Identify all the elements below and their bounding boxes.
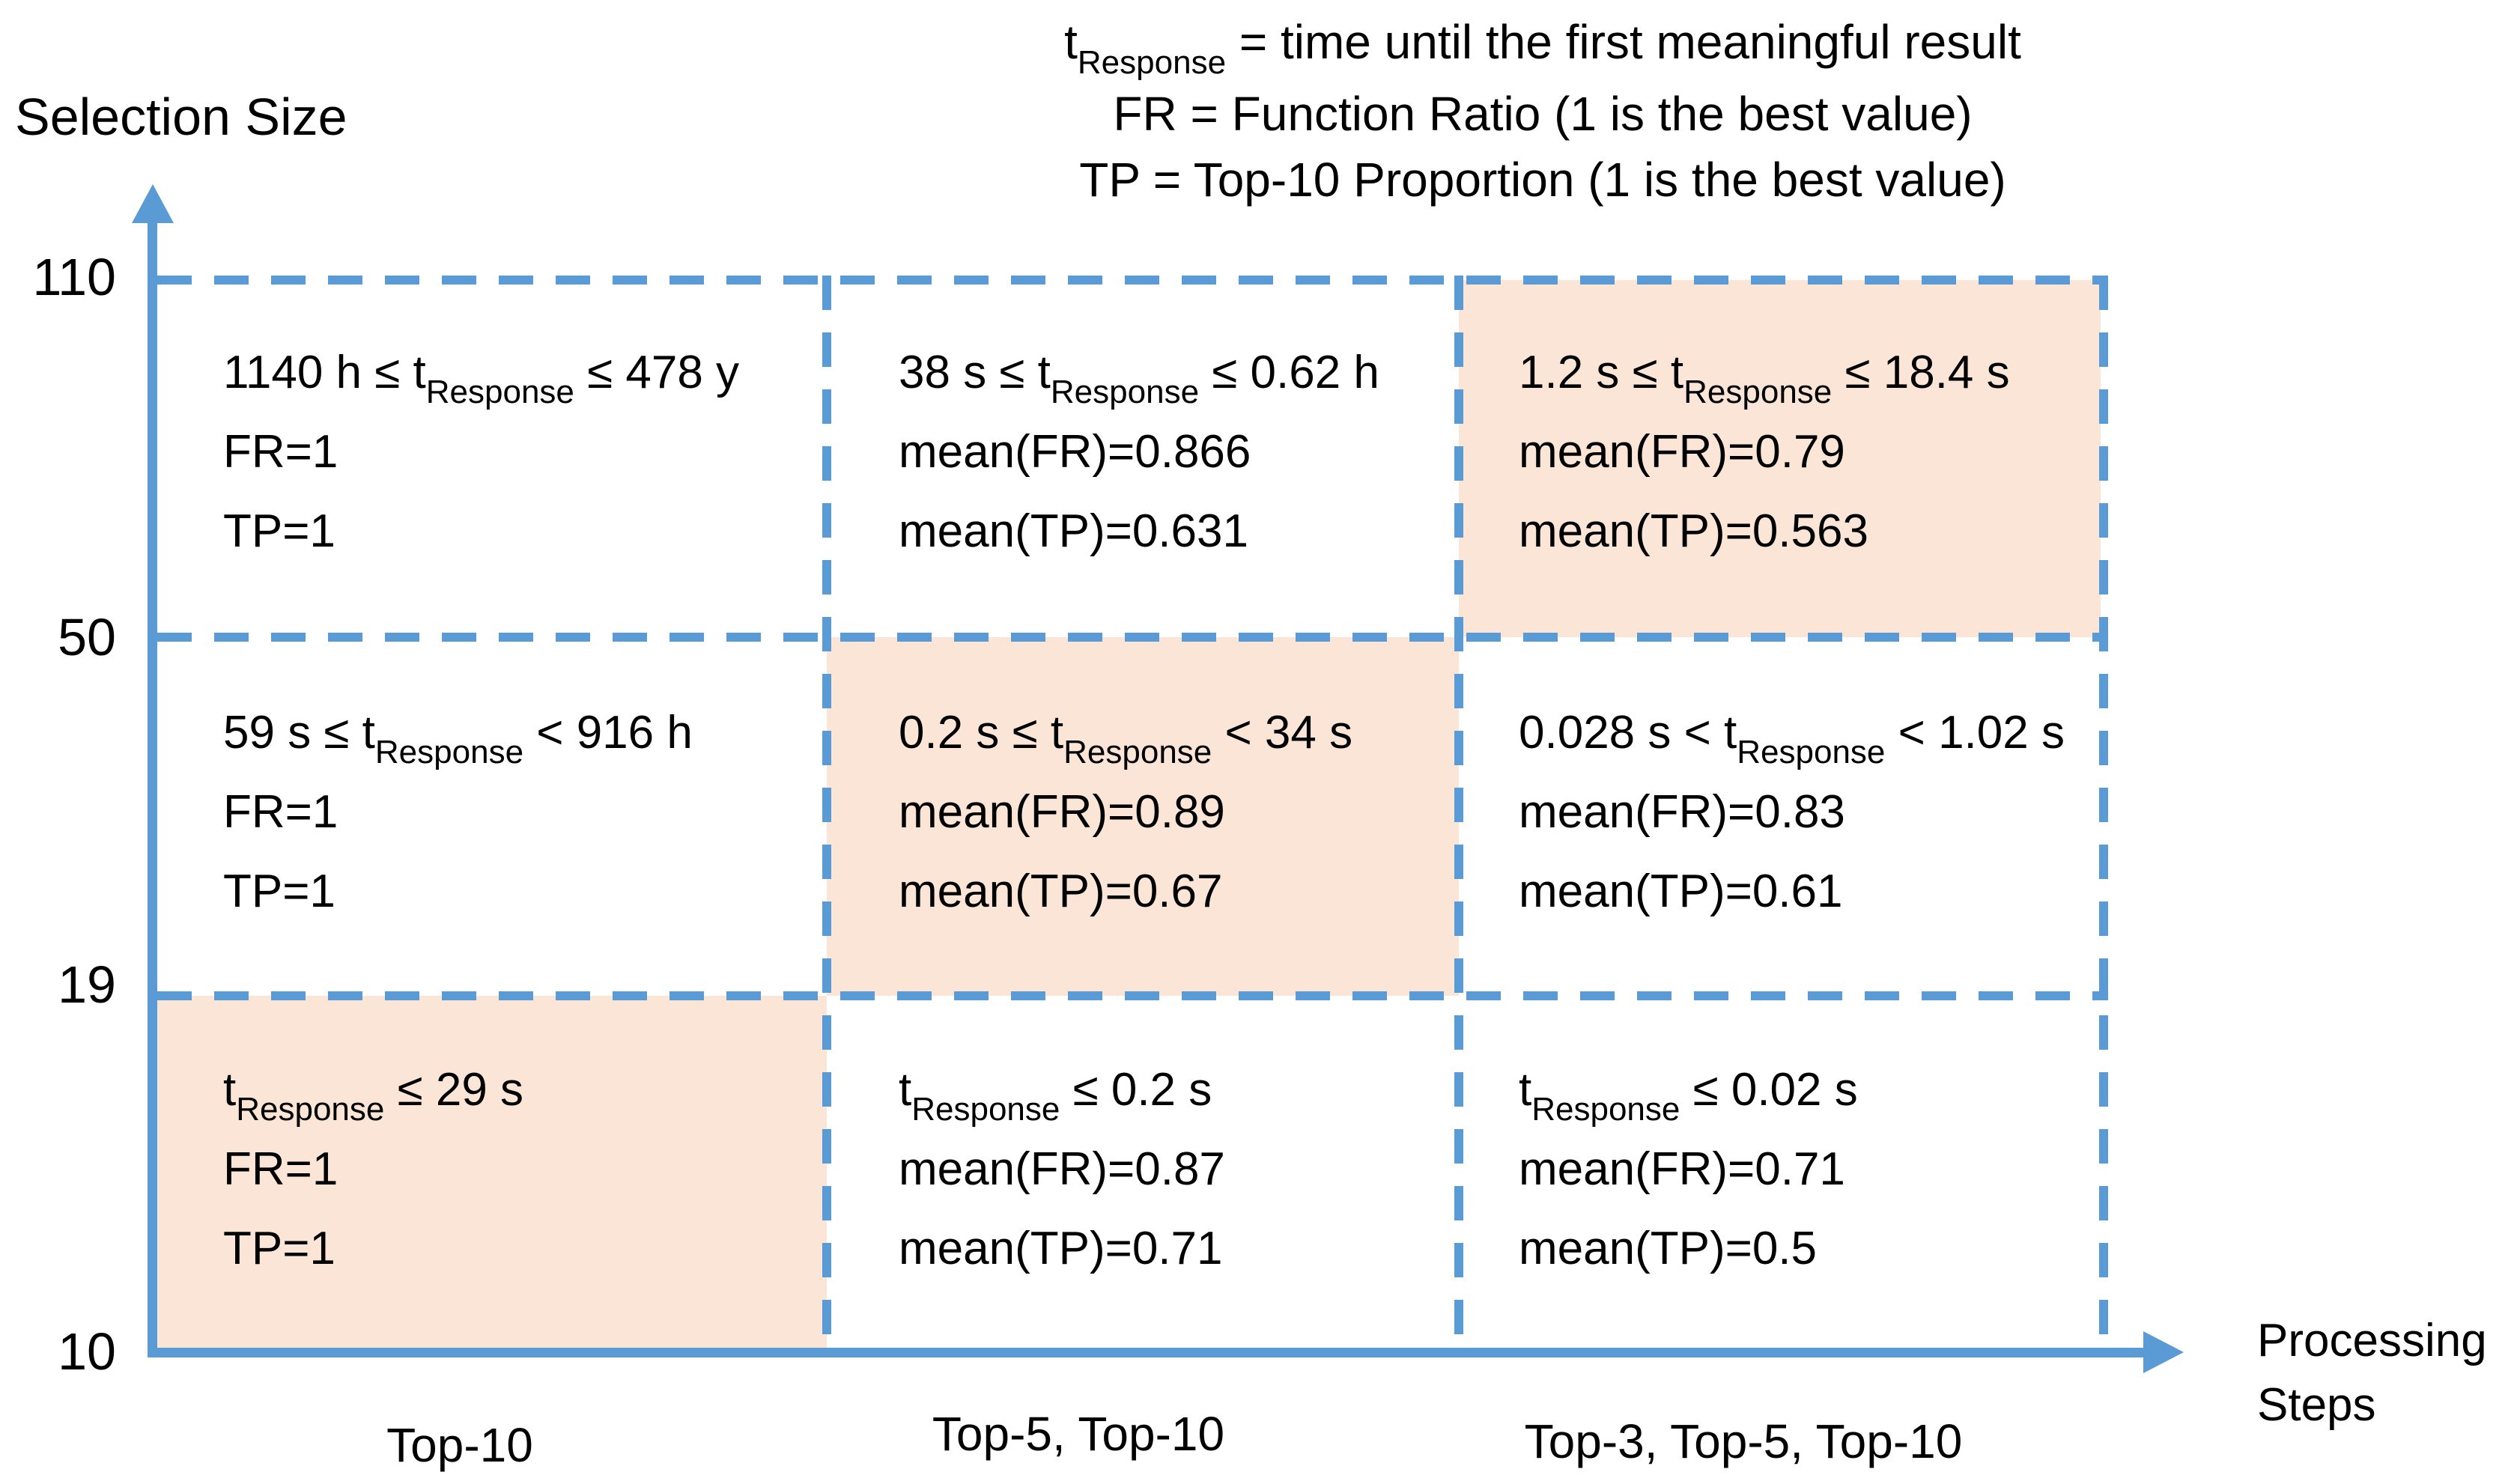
t-pre: 0.2 s ≤ t xyxy=(899,707,1064,758)
cell-row1-col1-tresponse: 1140 h ≤ tResponse ≤ 478 y xyxy=(223,333,739,413)
cell-row3-col1: tResponse ≤ 29 s FR=1 TP=1 xyxy=(223,1050,523,1289)
t-post: < 916 h xyxy=(523,707,693,758)
y-tick-label-19: 19 xyxy=(58,955,116,1014)
t-response-subscript: Response xyxy=(236,1091,385,1128)
t-post: ≤ 18.4 s xyxy=(1832,347,2010,398)
x-category-top10: Top-10 xyxy=(386,1418,533,1472)
x-category-top5-top10: Top-5, Top-10 xyxy=(932,1407,1225,1461)
legend-line-fr: FR = Function Ratio (1 is the best value… xyxy=(1113,87,1973,141)
t-pre: 59 s ≤ t xyxy=(223,707,375,758)
t-pre: t xyxy=(223,1064,237,1116)
t-response-subscript: Response xyxy=(1737,734,1886,770)
cell-row2-col1-fr: FR=1 xyxy=(223,786,338,838)
y-tick-label-50: 50 xyxy=(58,608,116,666)
grid-line-vertical-col2 xyxy=(1454,276,1463,1348)
cell-row3-col1-tp: TP=1 xyxy=(223,1223,335,1274)
cell-row2-col3: 0.028 s < tResponse < 1.02 s mean(FR)=0.… xyxy=(1519,693,2065,931)
cell-row2-col3-tp: mean(TP)=0.61 xyxy=(1519,866,1843,917)
y-tick-label-110: 110 xyxy=(32,248,116,306)
grid-line-vertical-right-border xyxy=(2099,276,2108,1348)
t-pre: 1140 h ≤ t xyxy=(223,347,426,398)
legend-t-definition: = time until the first meaningful result xyxy=(1226,15,2021,69)
y-tick-mark-50 xyxy=(153,633,187,642)
cell-row1-col2-tp: mean(TP)=0.631 xyxy=(899,505,1248,557)
cell-row3-col2-tp: mean(TP)=0.71 xyxy=(899,1223,1223,1274)
t-response-subscript: Response xyxy=(425,374,574,410)
cell-row2-col2-tp: mean(TP)=0.67 xyxy=(899,866,1223,917)
t-post: ≤ 0.02 s xyxy=(1680,1064,1858,1116)
cell-row1-col2-fr: mean(FR)=0.866 xyxy=(899,426,1251,478)
legend: tResponse = time until the first meaning… xyxy=(981,9,2104,213)
cell-row1-col1-fr: FR=1 xyxy=(223,426,338,478)
x-axis-title-line1: Processing xyxy=(2257,1315,2487,1366)
y-axis-arrow-up-icon xyxy=(132,184,174,223)
y-tick-mark-19 xyxy=(153,991,187,1000)
grid-line-horizontal-110 xyxy=(157,276,2108,285)
t-pre: 0.028 s < t xyxy=(1519,707,1737,758)
cell-row3-col1-tresponse: tResponse ≤ 29 s xyxy=(223,1050,523,1130)
legend-t-symbol: t xyxy=(1064,15,1078,69)
t-pre: 1.2 s ≤ t xyxy=(1519,347,1684,398)
cell-row1-col3-tresponse: 1.2 s ≤ tResponse ≤ 18.4 s xyxy=(1519,333,2010,413)
t-response-subscript: Response xyxy=(911,1091,1060,1128)
cell-row2-col1-tresponse: 59 s ≤ tResponse < 916 h xyxy=(223,693,693,773)
t-post: ≤ 0.2 s xyxy=(1060,1064,1212,1116)
cell-row2-col2-tresponse: 0.2 s ≤ tResponse < 34 s xyxy=(899,693,1352,773)
cell-row1-col3-tp: mean(TP)=0.563 xyxy=(1519,505,1868,557)
y-axis-line xyxy=(148,219,157,1357)
t-response-subscript: Response xyxy=(374,734,524,770)
cell-row1-col1: 1140 h ≤ tResponse ≤ 478 y FR=1 TP=1 xyxy=(223,333,739,571)
t-pre: t xyxy=(1519,1064,1532,1116)
cell-row1-col2-tresponse: 38 s ≤ tResponse ≤ 0.62 h xyxy=(899,333,1379,413)
t-post: ≤ 478 y xyxy=(574,347,740,398)
highlight-cell-row3-col1 xyxy=(157,996,827,1348)
cell-row2-col2-fr: mean(FR)=0.89 xyxy=(899,786,1225,838)
y-axis-title: Selection Size xyxy=(15,88,347,146)
cell-row1-col2: 38 s ≤ tResponse ≤ 0.62 h mean(FR)=0.866… xyxy=(899,333,1379,571)
cell-row3-col3-fr: mean(FR)=0.71 xyxy=(1519,1143,1845,1195)
cell-row3-col2: tResponse ≤ 0.2 s mean(FR)=0.87 mean(TP)… xyxy=(899,1050,1225,1289)
t-post: ≤ 29 s xyxy=(384,1064,524,1116)
cell-row2-col2: 0.2 s ≤ tResponse < 34 s mean(FR)=0.89 m… xyxy=(899,693,1352,931)
cell-row1-col3-fr: mean(FR)=0.79 xyxy=(1519,426,1845,478)
y-tick-mark-110 xyxy=(153,276,187,285)
grid-line-horizontal-19 xyxy=(157,991,2108,1000)
t-pre: 38 s ≤ t xyxy=(899,347,1051,398)
x-axis-line xyxy=(148,1348,2145,1357)
grid-line-vertical-col1 xyxy=(822,276,831,1348)
y-tick-label-10: 10 xyxy=(58,1322,116,1381)
t-response-subscript: Response xyxy=(1050,374,1200,410)
t-response-subscript: Response xyxy=(1531,1091,1680,1128)
t-response-subscript: Response xyxy=(1063,734,1212,770)
cell-row3-col3-tp: mean(TP)=0.5 xyxy=(1519,1223,1818,1274)
t-post: < 34 s xyxy=(1212,707,1353,758)
cell-row3-col2-tresponse: tResponse ≤ 0.2 s xyxy=(899,1050,1225,1130)
x-axis-title-line2: Steps xyxy=(2257,1379,2376,1431)
t-post: ≤ 0.62 h xyxy=(1199,347,1379,398)
cell-row2-col1-tp: TP=1 xyxy=(223,866,335,917)
cell-row3-col3: tResponse ≤ 0.02 s mean(FR)=0.71 mean(TP… xyxy=(1519,1050,1858,1289)
highlight-cell-row1-col3 xyxy=(1459,280,2101,637)
cell-row3-col2-fr: mean(FR)=0.87 xyxy=(899,1143,1225,1195)
t-pre: t xyxy=(899,1064,912,1116)
cell-row2-col3-tresponse: 0.028 s < tResponse < 1.02 s xyxy=(1519,693,2065,773)
cell-row3-col3-tresponse: tResponse ≤ 0.02 s xyxy=(1519,1050,1858,1130)
legend-line-tp: TP = Top-10 Proportion (1 is the best va… xyxy=(1079,153,2006,207)
cell-row2-col3-fr: mean(FR)=0.83 xyxy=(1519,786,1845,838)
cell-row2-col1: 59 s ≤ tResponse < 916 h FR=1 TP=1 xyxy=(223,693,693,931)
x-axis-title: Processing Steps xyxy=(2257,1309,2487,1438)
cell-row1-col1-tp: TP=1 xyxy=(223,505,335,557)
x-axis-arrow-right-icon xyxy=(2143,1331,2184,1373)
grid-line-horizontal-50 xyxy=(157,633,2108,642)
cell-row3-col1-fr: FR=1 xyxy=(223,1143,338,1195)
legend-t-response-subscript: Response xyxy=(1077,44,1227,81)
cell-row1-col3: 1.2 s ≤ tResponse ≤ 18.4 s mean(FR)=0.79… xyxy=(1519,333,2010,571)
legend-line-t-response: tResponse = time until the first meaning… xyxy=(981,9,2104,81)
t-post: < 1.02 s xyxy=(1885,707,2065,758)
t-response-subscript: Response xyxy=(1683,374,1833,410)
highlight-cell-row2-col2 xyxy=(827,637,1459,996)
x-category-top3-top5-top10: Top-3, Top-5, Top-10 xyxy=(1524,1414,1963,1468)
